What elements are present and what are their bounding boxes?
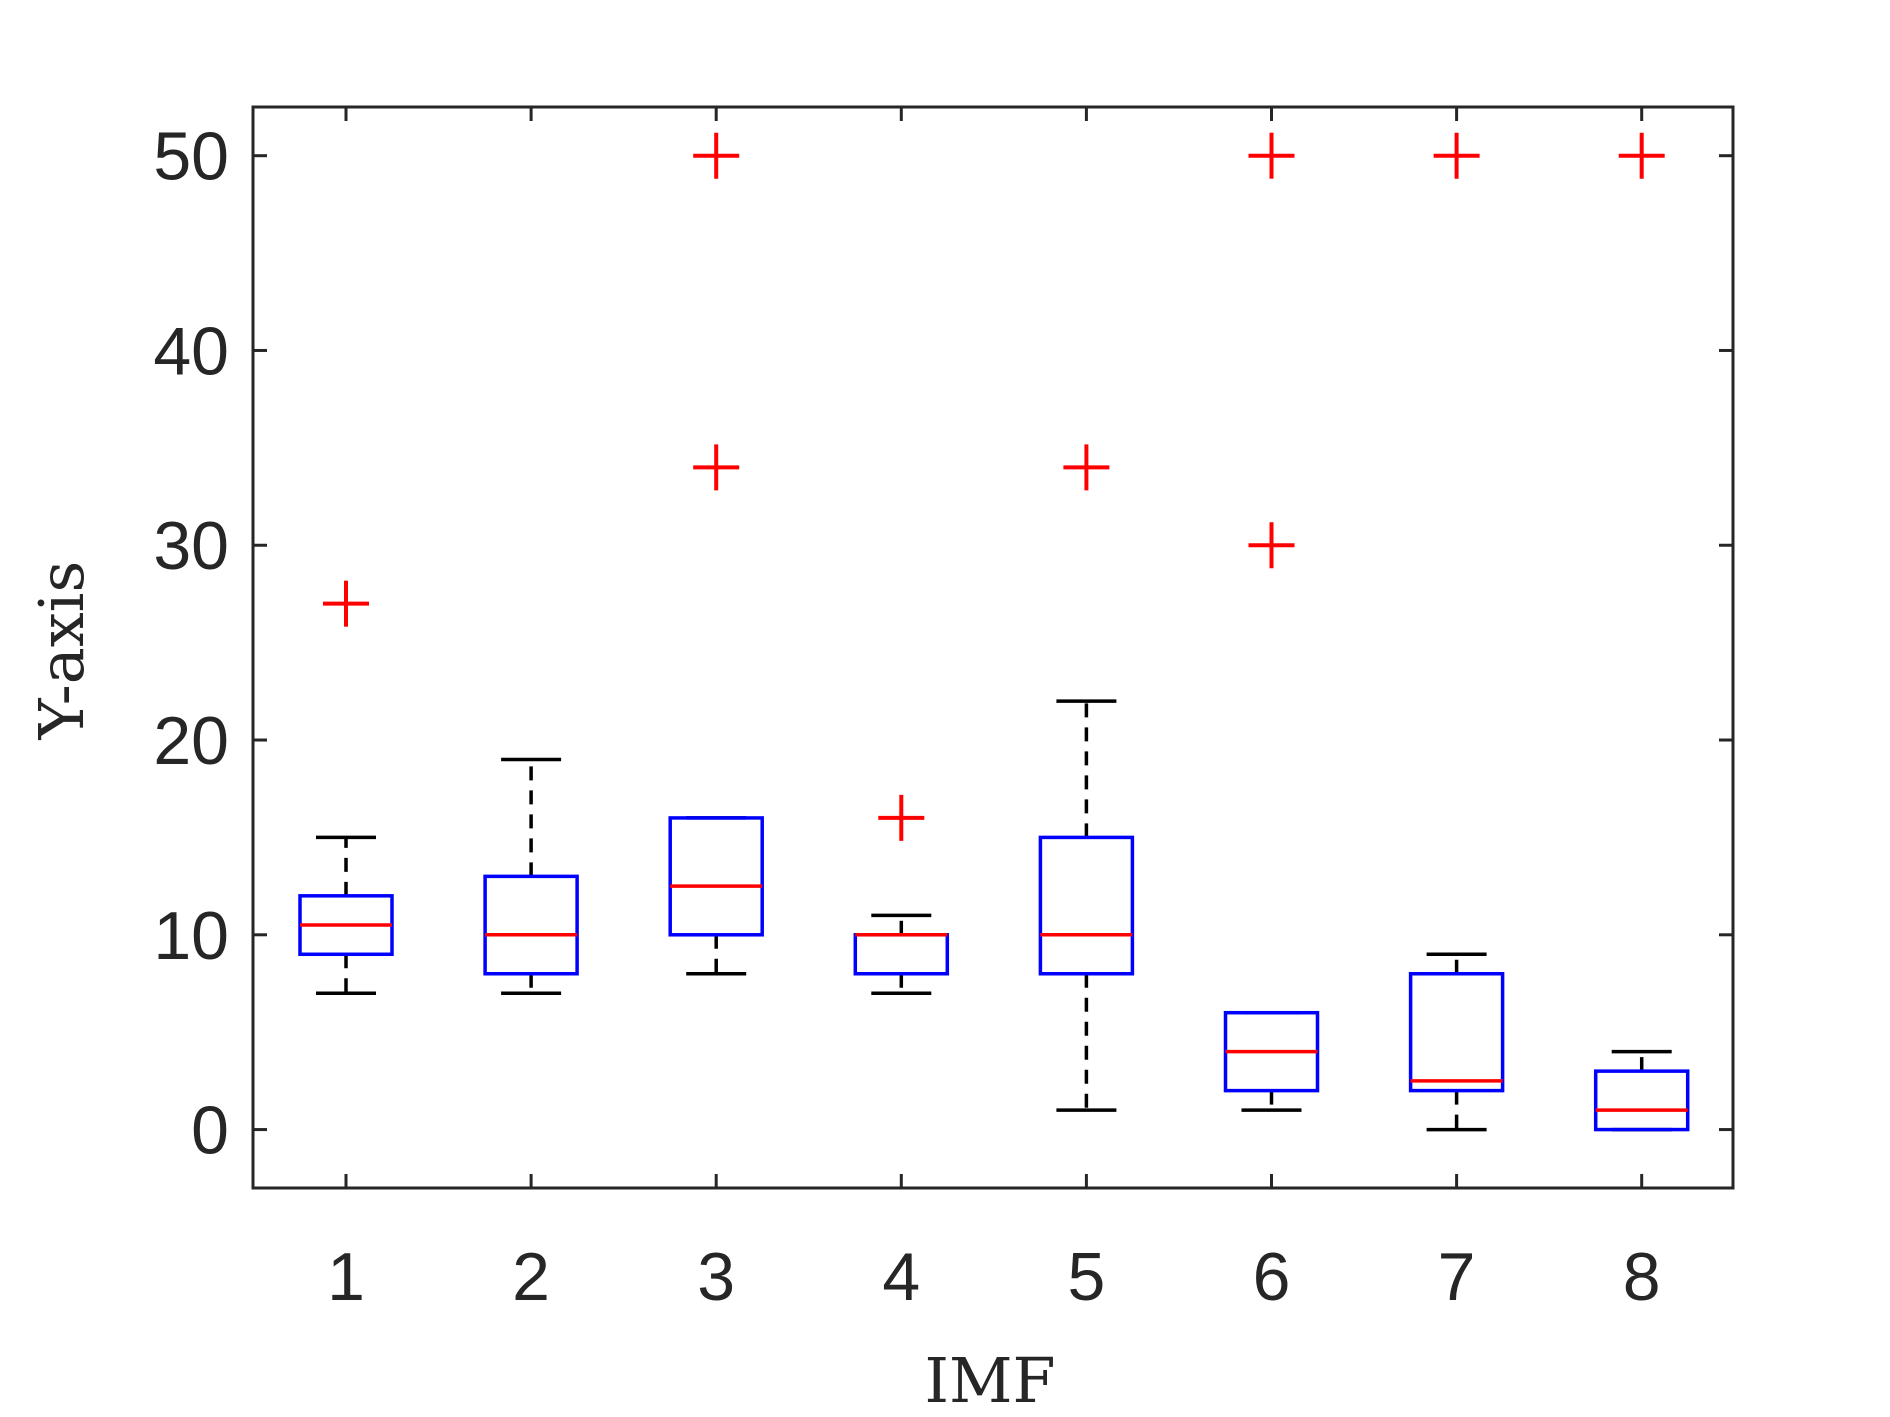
outlier-marker <box>1433 132 1480 179</box>
box-group-6 <box>1223 132 1320 1112</box>
iqr-box <box>483 874 579 976</box>
outlier-marker <box>878 794 925 841</box>
outlier-marker <box>693 132 740 179</box>
x-tick-label: 8 <box>1623 1239 1661 1315</box>
x-tick-label: 6 <box>1253 1239 1291 1315</box>
x-tick-label: 5 <box>1067 1239 1105 1315</box>
x-tick-label: 2 <box>512 1239 550 1315</box>
outlier-marker <box>1063 444 1110 491</box>
outlier-marker <box>1248 522 1295 569</box>
outlier-marker <box>323 580 369 627</box>
x-tick-label: 4 <box>882 1239 920 1315</box>
box-group-4 <box>853 794 950 995</box>
x-tick-label: 7 <box>1438 1239 1476 1315</box>
plot-content <box>298 132 1690 1132</box>
outlier-marker <box>1618 132 1665 179</box>
y-tick-label: 20 <box>153 703 229 779</box>
plot-frame <box>251 105 1735 1190</box>
axes-layer: 0 10 20 30 40 50 1 2 3 4 5 6 7 8 <box>153 105 1735 1315</box>
y-tick-label: 0 <box>191 1093 229 1169</box>
x-axis-title: IMF <box>925 1344 1056 1417</box>
box-group-8 <box>1593 132 1690 1132</box>
y-tick-label: 50 <box>153 119 229 195</box>
iqr-box <box>1593 1069 1690 1132</box>
iqr-box <box>668 816 764 937</box>
x-tick-label: 1 <box>327 1239 365 1315</box>
box-group-5 <box>1038 444 1135 1112</box>
iqr-box <box>1038 835 1135 976</box>
y-axis-title: Y-axis <box>25 561 98 741</box>
iqr-box <box>1408 971 1505 1093</box>
outlier-marker <box>1248 132 1295 179</box>
y-tick-label: 10 <box>153 898 229 974</box>
box-group-7 <box>1408 132 1505 1132</box>
box-group-1 <box>298 580 394 995</box>
x-tick-label: 3 <box>697 1239 735 1315</box>
y-tick-label: 30 <box>153 508 229 584</box>
box-group-3 <box>668 132 764 976</box>
outlier-marker <box>693 444 740 491</box>
y-tick-label: 40 <box>153 313 229 389</box>
box-group-2 <box>483 757 579 995</box>
